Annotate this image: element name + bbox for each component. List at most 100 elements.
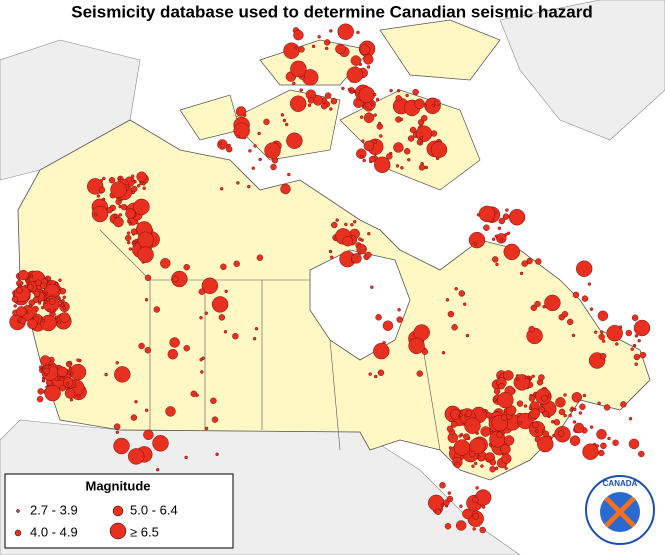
quake-dot [472,527,476,531]
quake-dot [475,489,492,506]
quake-dot [254,327,259,331]
quake-dot [232,333,239,340]
quake-dot [131,185,138,193]
quake-dot [330,255,334,259]
quake-dot [137,246,154,263]
quake-dot [153,306,161,313]
quake-dot [524,375,529,380]
quake-dot [419,141,424,145]
quake-dot [218,141,222,146]
legend-symbol [109,522,127,540]
quake-dot [293,29,304,41]
quake-dot [555,397,566,408]
quake-dot [33,290,41,298]
quake-dot [341,86,345,91]
quake-dot [598,333,605,341]
quake-dot [529,408,540,419]
quake-dot [439,482,446,489]
quake-dot [465,333,470,338]
quake-dot [96,194,101,198]
quake-dot [136,184,141,188]
quake-dot [606,325,623,342]
quake-dot [307,97,315,104]
quake-dot [351,253,362,264]
quake-dot [113,437,130,455]
quake-dot [18,269,29,281]
quake-dot [501,453,512,464]
quake-dot [286,132,303,149]
quake-dot [52,308,57,313]
quake-dot [40,314,57,332]
quake-dot [25,279,29,283]
quake-dot [534,300,541,308]
quake-dot [377,369,385,376]
quake-dot [587,282,592,286]
quake-dot [126,240,131,245]
quake-dot [329,107,333,111]
quake-dot [463,302,467,306]
legend-label: 2.7 - 3.9 [30,502,78,517]
hudson-bay [309,249,411,361]
quake-dot [325,92,332,99]
quake-dot [282,118,287,123]
quake-dot [204,426,209,431]
quake-dot [144,347,152,354]
quake-dot [69,398,74,402]
quake-dot [120,203,128,211]
quake-dot [141,182,146,186]
quake-dot [638,450,645,458]
quake-dot [233,122,250,139]
quake-dot [331,221,338,229]
quake-dot [201,356,205,360]
quake-dot [102,176,106,181]
quake-dot [528,376,533,380]
quake-dot [485,458,490,462]
quake-dot [601,339,606,343]
quake-dot [499,238,504,242]
quake-dot [144,408,149,412]
quake-dot [247,184,251,189]
quake-dot [366,65,371,69]
quake-dot [144,274,152,281]
quake-dot [47,308,51,313]
quake-dot [506,231,511,235]
quake-dot [236,134,240,139]
logo-cross [604,496,636,528]
quake-dot [456,520,467,531]
quake-dot [431,103,435,108]
quake-dot [43,367,50,375]
quake-dot [41,319,46,323]
quake-dot [363,140,374,152]
quake-dot [538,406,545,413]
quake-dot [489,466,496,473]
quake-dot [458,290,465,297]
quake-dot [532,421,539,429]
quake-dot [493,388,501,395]
quake-dot [375,97,380,102]
quake-dot [412,88,419,96]
quake-dot [480,464,484,468]
quake-dot [124,234,132,242]
quake-dot [578,411,583,415]
quake-dot [68,361,73,365]
quake-dot [600,442,607,449]
greenland [499,0,665,141]
quake-dot [396,316,403,323]
quake-dot [473,241,477,246]
quake-dot [497,226,502,231]
quake-dot [493,398,497,402]
quake-dot [346,66,363,84]
quake-dot [582,443,599,460]
quake-dot [233,260,240,267]
legend-label: ≥ 6.5 [130,524,159,539]
quake-dot [551,420,555,424]
quake-dot [404,148,411,155]
quake-dot [370,285,374,289]
quake-dot [502,213,510,220]
quake-dot [363,54,374,65]
quake-dot [11,296,19,303]
quake-dot [68,366,73,371]
quake-dot [104,372,108,377]
logo: CANADA [585,475,655,545]
